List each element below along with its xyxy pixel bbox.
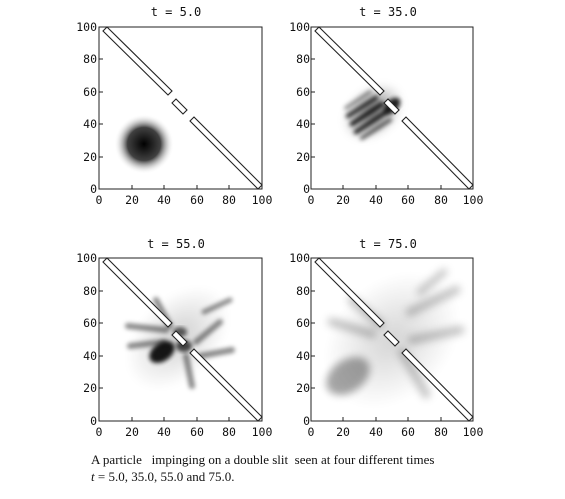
tick-label: 80 [434, 193, 448, 207]
tick-label: 60 [190, 193, 204, 207]
axis-ticks [311, 26, 442, 189]
x-tick-labels: 0 20 40 60 80 100 [96, 425, 273, 439]
x-tick-labels: 0 20 40 60 80 100 [96, 193, 273, 207]
plot-frame [310, 257, 474, 422]
panel-title: t = 75.0 [359, 237, 417, 251]
tick-label: 100 [289, 20, 310, 34]
y-tick-labels: 0 20 40 60 80 100 [76, 251, 97, 428]
tick-label: 60 [83, 85, 97, 99]
tick-label: 20 [125, 193, 139, 207]
tick-label: 60 [83, 316, 97, 330]
panel-t5: t = 5.0 0 20 40 60 80 100 0 20 40 60 [76, 5, 272, 207]
double-slit-barrier [314, 257, 474, 422]
tick-label: 40 [157, 425, 171, 439]
tick-label: 0 [96, 425, 103, 439]
tick-label: 20 [125, 425, 139, 439]
tick-label: 100 [463, 425, 484, 439]
tick-label: 0 [303, 182, 310, 196]
axis-ticks [311, 257, 442, 421]
tick-label: 60 [401, 425, 415, 439]
tick-label: 80 [222, 193, 236, 207]
panel-t75: t = 75.0 0 20 40 [289, 237, 484, 439]
tick-label: 20 [336, 425, 350, 439]
tick-label: 20 [83, 381, 97, 395]
y-tick-labels: 0 20 40 60 80 100 [289, 20, 310, 196]
y-tick-labels: 0 20 40 60 80 100 [289, 251, 310, 428]
double-slit-barrier [102, 26, 263, 190]
tick-label: 100 [252, 425, 273, 439]
tick-label: 100 [252, 193, 273, 207]
plot-frame [98, 26, 263, 190]
tick-label: 80 [434, 425, 448, 439]
caption-line-2: t = 5.0, 35.0, 55.0 and 75.0. [91, 468, 531, 485]
y-tick-labels: 0 20 40 60 80 100 [76, 20, 97, 196]
tick-label: 20 [296, 150, 310, 164]
tick-label: 60 [190, 425, 204, 439]
panel-title: t = 5.0 [151, 5, 202, 19]
tick-label: 40 [296, 117, 310, 131]
panel-title: t = 35.0 [359, 5, 417, 19]
wavefunction-density [114, 114, 174, 174]
tick-label: 40 [369, 425, 383, 439]
tick-label: 100 [463, 193, 484, 207]
figure: t = 5.0 0 20 40 60 80 100 0 20 40 60 [76, 5, 484, 439]
caption-time-variable: t [91, 469, 95, 484]
plot-frame [310, 26, 474, 190]
tick-label: 20 [83, 150, 97, 164]
tick-label: 100 [76, 251, 97, 265]
tick-label: 20 [336, 193, 350, 207]
tick-label: 40 [296, 349, 310, 363]
tick-label: 0 [90, 182, 97, 196]
wavefunction-density [342, 83, 404, 141]
tick-label: 60 [296, 85, 310, 99]
tick-label: 80 [296, 52, 310, 66]
tick-label: 0 [303, 414, 310, 428]
x-tick-labels: 0 20 40 60 80 100 [308, 193, 484, 207]
tick-label: 40 [83, 117, 97, 131]
tick-label: 0 [308, 193, 315, 207]
double-slit-barrier [102, 257, 263, 422]
panel-t35: t = 35.0 0 20 40 60 [289, 5, 483, 207]
plot-frame [98, 257, 263, 422]
tick-label: 0 [90, 414, 97, 428]
tick-label: 60 [296, 316, 310, 330]
caption-line-1: A particle impinging on a double slit se… [91, 452, 435, 467]
x-tick-labels: 0 20 40 60 80 100 [308, 425, 484, 439]
tick-label: 20 [296, 381, 310, 395]
axis-ticks [99, 257, 230, 421]
tick-label: 80 [222, 425, 236, 439]
tick-label: 80 [83, 284, 97, 298]
tick-label: 100 [289, 251, 310, 265]
tick-label: 80 [296, 284, 310, 298]
axis-ticks [99, 26, 230, 189]
tick-label: 0 [96, 193, 103, 207]
tick-label: 100 [76, 20, 97, 34]
tick-label: 40 [83, 349, 97, 363]
tick-label: 40 [157, 193, 171, 207]
panel-title: t = 55.0 [147, 237, 205, 251]
tick-label: 60 [401, 193, 415, 207]
tick-label: 80 [83, 52, 97, 66]
figure-caption: A particle impinging on a double slit se… [91, 451, 531, 485]
caption-time-values: = 5.0, 35.0, 55.0 and 75.0. [94, 469, 235, 484]
panel-t55: t = 55.0 [76, 237, 272, 439]
tick-label: 40 [369, 193, 383, 207]
tick-label: 0 [308, 425, 315, 439]
